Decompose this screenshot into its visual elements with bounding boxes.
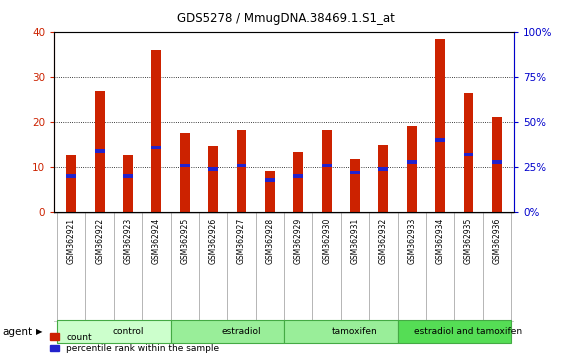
Bar [180,164,190,167]
Bar [123,155,133,212]
Bar [236,130,247,212]
Bar [379,167,388,171]
Legend: count, percentile rank within the sample: count, percentile rank within the sample [50,333,220,353]
Bar [95,149,104,153]
Bar [208,167,218,171]
Bar [435,39,445,212]
Bar [293,152,303,212]
Text: GSM362928: GSM362928 [266,218,275,264]
Bar [284,320,397,343]
Bar [321,130,332,212]
Text: GSM362922: GSM362922 [95,218,104,264]
Bar [350,171,360,175]
Text: GSM362932: GSM362932 [379,218,388,264]
Text: GSM362921: GSM362921 [67,218,76,264]
Bar [171,320,284,343]
Bar [66,175,77,178]
Bar [464,153,473,156]
Bar [123,175,133,178]
Text: estradiol and tamoxifen: estradiol and tamoxifen [415,327,522,336]
Bar [350,159,360,212]
Text: GSM362923: GSM362923 [123,218,132,264]
Text: ▶: ▶ [35,327,42,336]
Bar [407,126,417,212]
Bar [208,145,218,212]
Bar [151,145,162,149]
Bar [379,145,388,212]
Text: agent: agent [3,327,33,337]
Bar [321,164,332,167]
Bar [95,91,104,212]
Bar [265,178,275,182]
Bar [492,160,502,164]
Text: GSM362927: GSM362927 [237,218,246,264]
Bar [265,171,275,212]
Bar [464,93,473,212]
Text: tamoxifen: tamoxifen [332,327,378,336]
Text: GSM362936: GSM362936 [492,218,501,264]
Bar [236,164,247,167]
Text: GSM362935: GSM362935 [464,218,473,264]
Bar [397,320,511,343]
Text: GSM362926: GSM362926 [208,218,218,264]
Text: control: control [112,327,144,336]
Text: GSM362934: GSM362934 [436,218,445,264]
Bar [407,160,417,164]
Bar [435,138,445,142]
Bar [151,50,162,212]
Text: GDS5278 / MmugDNA.38469.1.S1_at: GDS5278 / MmugDNA.38469.1.S1_at [176,12,395,25]
Text: GSM362933: GSM362933 [407,218,416,264]
Text: GSM362930: GSM362930 [322,218,331,264]
Text: estradiol: estradiol [222,327,262,336]
Bar [180,133,190,212]
Bar [492,117,502,212]
Bar [293,175,303,178]
Bar [66,155,77,212]
Text: GSM362925: GSM362925 [180,218,189,264]
Bar [57,320,171,343]
Text: GSM362931: GSM362931 [351,218,360,264]
Text: GSM362924: GSM362924 [152,218,161,264]
Text: GSM362929: GSM362929 [293,218,303,264]
